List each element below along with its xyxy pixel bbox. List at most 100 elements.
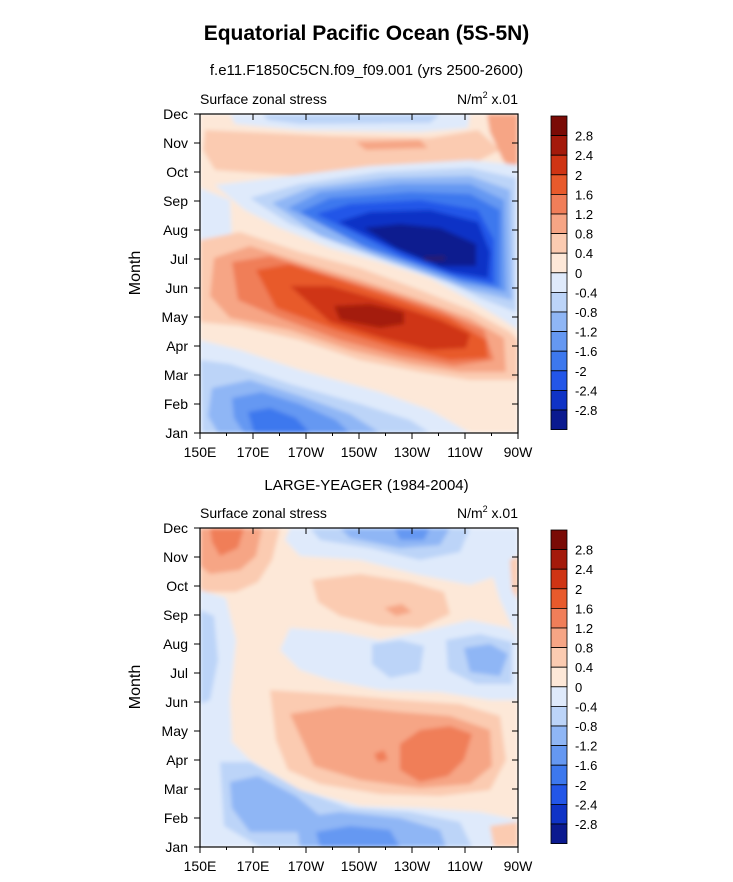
colorbar-label: -2: [575, 364, 587, 379]
panel-1-ylabel: Month: [127, 251, 144, 295]
x-tick-label: 150W: [341, 444, 378, 460]
colorbar-label: 2.4: [575, 562, 593, 577]
colorbar-box: [550, 272, 568, 293]
colorbar-box: [550, 647, 568, 668]
field-p1-neg-8: [364, 224, 476, 266]
field-p2-aug-neg4: [464, 644, 508, 676]
panel-2-plot: Jan Feb Mar Apr May Jun Jul Aug Sep Oct Nov Dec 150E…: [162, 520, 534, 874]
field-p2-sep-pos1: [312, 574, 450, 628]
colorbar-label: 2.8: [575, 129, 593, 144]
colorbar-box: [550, 608, 568, 629]
panel-2-units: N/m2 x.01: [457, 504, 518, 521]
colorbar-box: [550, 666, 568, 688]
field-p1-jan-neg5: [248, 408, 310, 433]
y-tick-label: Jun: [165, 694, 188, 710]
x-tick-label: 90W: [504, 444, 534, 460]
y-tick-label: Nov: [163, 549, 188, 565]
colorbar-label: 0: [575, 680, 582, 695]
colorbar-label: 0.8: [575, 641, 593, 656]
x-tick-label: 150W: [341, 858, 378, 874]
colorbar-box: [550, 291, 568, 313]
colorbar-box: [550, 588, 568, 609]
colorbar-label: 0.4: [575, 660, 593, 675]
y-tick-label: Sep: [163, 607, 188, 623]
colorbar-box: [550, 823, 568, 845]
panel-2-subtitle: LARGE-YEAGER (1984-2004): [264, 477, 469, 494]
panel-1-colorbar: 2.8 2.4 2 1.6 1.2 0.8 0.4 0 -0.4 -0.8 -1.2 -1.6 -2 -2…: [550, 115, 597, 431]
y-tick-label: Jan: [165, 839, 188, 855]
colorbar-label: 0.8: [575, 227, 593, 242]
colorbar-label: 1.2: [575, 207, 593, 222]
y-tick-label: Oct: [166, 578, 188, 594]
field-p2-sep-pos2: [384, 604, 412, 616]
colorbar-box: [550, 725, 568, 747]
y-tick-label: Mar: [164, 367, 188, 383]
colorbar-label: -2: [575, 778, 587, 793]
colorbar-label: -1.6: [575, 344, 597, 359]
colorbar-label: 0: [575, 266, 582, 281]
colorbar-label: -2.8: [575, 403, 597, 418]
colorbar-box: [550, 764, 568, 786]
colorbar-box: [550, 568, 568, 590]
field-p1-dec-neg2: [262, 114, 440, 124]
y-tick-label: Jun: [165, 280, 188, 296]
field-p1-nov-pos2: [356, 140, 428, 150]
y-tick-label: Nov: [163, 135, 188, 151]
colorbar-label: -0.8: [575, 719, 597, 734]
x-tick-label: 170W: [288, 858, 325, 874]
x-tick-label: 150E: [184, 444, 217, 460]
colorbar-label: 1.2: [575, 621, 593, 636]
colorbar-label: 2.4: [575, 148, 593, 163]
y-tick-label: Dec: [163, 106, 188, 122]
colorbar-box: [550, 193, 568, 215]
colorbar-label: -0.8: [575, 305, 597, 320]
colorbar-label: 0.4: [575, 246, 593, 261]
colorbar-label: -1.2: [575, 325, 597, 340]
x-tick-label: 130W: [394, 444, 431, 460]
field-p2-west-neg2: [200, 610, 218, 704]
panel-1-subtitle: f.e11.F1850C5CN.f09_f09.001 (yrs 2500-26…: [209, 62, 524, 79]
field-p2-dec-pos3: [210, 528, 244, 556]
field-p2-feb-neg5: [316, 826, 400, 847]
field-p2-jan-pos: [490, 822, 518, 847]
x-tick-label: 150E: [184, 858, 217, 874]
colorbar-box: [550, 331, 568, 352]
panel-1-axes: Jan Feb Mar Apr May Jun Jul Aug Sep Oct Nov Dec 150E…: [162, 106, 534, 460]
y-tick-label: Feb: [164, 810, 188, 826]
y-tick-label: Jul: [170, 665, 188, 681]
field-p2-east-pos: [510, 556, 518, 600]
y-tick-label: Mar: [164, 781, 188, 797]
x-tick-label: 90W: [504, 858, 534, 874]
x-tick-label: 110W: [447, 858, 483, 874]
colorbar-box: [550, 252, 568, 274]
y-tick-label: May: [162, 309, 188, 325]
y-tick-label: Sep: [163, 193, 188, 209]
colorbar-box: [550, 529, 568, 551]
colorbar-label: -1.6: [575, 758, 597, 773]
colorbar-box: [550, 135, 568, 156]
colorbar-box: [550, 311, 568, 333]
y-tick-label: Apr: [166, 752, 188, 768]
x-tick-label: 110W: [447, 444, 483, 460]
colorbar-box: [550, 804, 568, 825]
panel-2-colorbar: 2.8 2.4 2 1.6 1.2 0.8 0.4 0 -0.4 -0.8 -1.2 -1.6 -2 -2…: [550, 529, 597, 845]
panel-1-plot: Jan Feb Mar Apr May Jun Jul Aug Sep Oct Nov Dec 150E…: [162, 106, 534, 460]
field-p1-east-pos: [487, 114, 518, 178]
colorbar-box: [550, 784, 568, 805]
panel-2-axes: Jan Feb Mar Apr May Jun Jul Aug Sep Oct Nov Dec 150E…: [162, 520, 534, 874]
field-p2-apr-pos4: [374, 750, 388, 762]
colorbar-label: -0.4: [575, 285, 597, 300]
x-tick-label: 170W: [288, 444, 325, 460]
y-tick-label: Jul: [170, 251, 188, 267]
x-tick-label: 170E: [237, 444, 270, 460]
field-p1-neg-9: [424, 256, 445, 261]
colorbar-box: [550, 213, 568, 235]
figure-title: Equatorial Pacific Ocean (5S-5N): [203, 22, 530, 45]
colorbar-label: 1.6: [575, 601, 593, 616]
x-tick-label: 130W: [394, 858, 431, 874]
y-tick-label: Apr: [166, 338, 188, 354]
y-tick-label: Dec: [163, 520, 188, 536]
y-tick-label: Aug: [163, 222, 188, 238]
colorbar-label: -1.2: [575, 739, 597, 754]
